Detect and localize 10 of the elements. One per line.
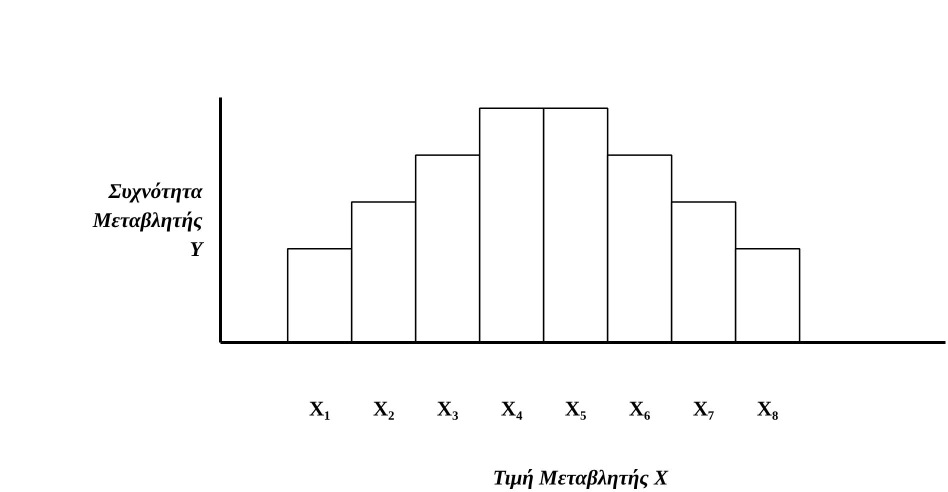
x-tick-label: X₃ <box>436 396 458 420</box>
y-axis-title: Συχνότητα Μεταβλητής Y <box>92 179 205 261</box>
x-tick-label: X₂ <box>372 396 394 420</box>
x-axis-title: Τιμή Μεταβλητής X <box>492 466 670 490</box>
x-tick-label: X₈ <box>756 396 778 420</box>
x-tick-label: X₄ <box>500 396 524 420</box>
x-tick-label: X₅ <box>564 396 586 420</box>
x-tick-label: X₁ <box>308 396 330 420</box>
x-tick-label: X₇ <box>692 396 714 420</box>
x-tick-label: X₆ <box>628 396 650 420</box>
